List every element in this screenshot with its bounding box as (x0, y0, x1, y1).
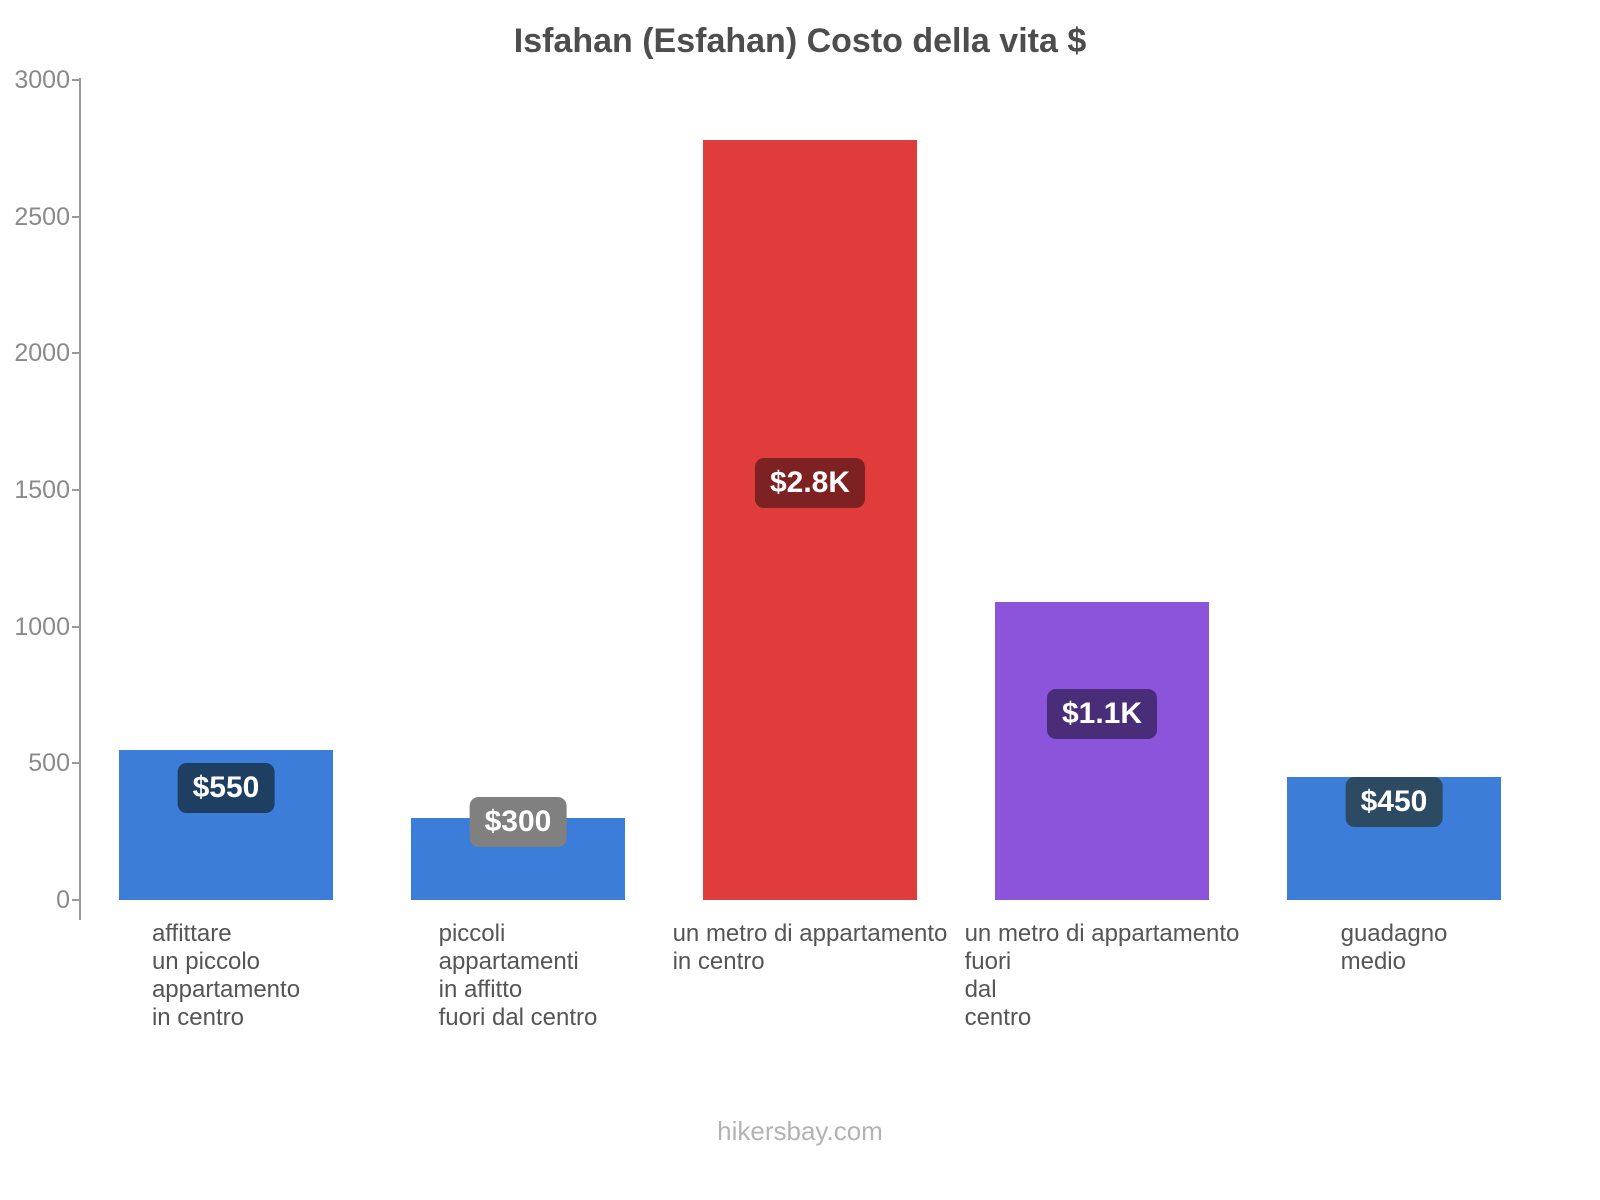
y-tick-label: 1500 (14, 476, 70, 504)
y-tick-label: 3000 (14, 66, 70, 94)
y-tick-label: 1000 (14, 612, 70, 641)
bar: $550 (119, 749, 333, 900)
value-badge: $550 (177, 762, 275, 813)
y-tick-label: 2000 (14, 339, 70, 368)
value-badge: $450 (1345, 776, 1443, 827)
value-badge: $1.1K (1046, 689, 1158, 740)
x-category-label-text: un metro di appartamento in centro (672, 920, 948, 975)
value-badge: $300 (469, 797, 567, 847)
y-tick-mark (72, 625, 79, 628)
bar: $450 (1287, 776, 1501, 900)
chart-title: Isfahan (Esfahan) Costo della vita $ (513, 22, 1087, 60)
bar: $300 (411, 797, 625, 900)
x-category-label-text: guadagno medio (1340, 920, 1448, 975)
y-tick-label: 0 (56, 886, 70, 914)
y-tick-mark (72, 899, 79, 901)
y-tick-mark (72, 215, 79, 218)
y-tick-mark (72, 762, 79, 765)
footer-watermark: hikersbay.com (717, 1116, 883, 1146)
value-badge: $2.8K (754, 458, 866, 509)
x-category-label-text: affittare un piccolo appartamento in centro (151, 920, 301, 1031)
bar: $1.1K (995, 602, 1209, 900)
y-tick-mark (72, 489, 79, 491)
x-category-label: un metro di appartamento fuori dal centro (956, 920, 1248, 1032)
plot-area: $550 $300 $2.8K $1.1K $450 (80, 80, 1540, 900)
x-category-label-text: piccoli appartamenti in affitto fuori dal c… (438, 920, 598, 1031)
x-category-label-text: un metro di appartamento fuori dal centro (964, 920, 1240, 1031)
x-category-label: piccoli appartamenti in affitto fuori dal c… (372, 920, 664, 1032)
x-category-label: affittare un piccolo appartamento in centro (80, 920, 372, 1032)
bar: $2.8K (703, 140, 917, 900)
y-tick-mark (72, 79, 79, 81)
y-tick-label: 500 (28, 749, 70, 778)
y-tick-mark (72, 352, 79, 355)
y-tick-label: 2500 (14, 202, 70, 231)
x-category-label: un metro di appartamento in centro (664, 920, 956, 976)
y-axis-line (79, 78, 81, 920)
x-category-label: guadagno medio (1248, 920, 1540, 976)
